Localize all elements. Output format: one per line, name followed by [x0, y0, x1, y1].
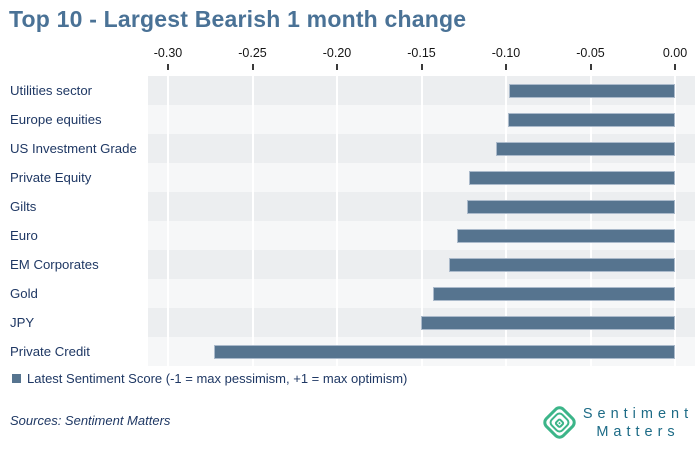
category-label: Gilts [10, 199, 37, 214]
x-axis-tick-mark [420, 64, 423, 70]
sources-note: Sources: Sentiment Matters [10, 413, 171, 428]
category-label: Gold [10, 286, 38, 301]
x-axis-tick-label: -0.10 [491, 46, 521, 60]
gridline [589, 76, 592, 366]
sentiment-bar [469, 170, 675, 185]
legend: Latest Sentiment Score (-1 = max pessimi… [12, 370, 407, 386]
x-axis-tick-mark [167, 64, 169, 70]
sentiment-bar [509, 83, 675, 98]
plot-area [148, 76, 695, 366]
logo-text: Sentiment Matters [580, 405, 696, 441]
x-axis-tick-mark [336, 64, 338, 70]
logo-text-line1: Sentiment [582, 406, 694, 422]
gridline [251, 76, 254, 366]
sentiment-bar [467, 199, 675, 214]
category-label: Private Credit [10, 344, 90, 359]
x-axis-tick-label: -0.15 [407, 46, 436, 60]
gridline [167, 76, 169, 366]
category-label: Utilities sector [10, 83, 93, 98]
category-label: US Investment Grade [10, 141, 137, 156]
sentiment-bar [449, 257, 675, 272]
gridline [336, 76, 338, 366]
x-axis-tick-mark [505, 64, 507, 70]
sentiment-bar [421, 315, 675, 330]
logo-diamond-icon [540, 403, 579, 442]
sentiment-bar [457, 228, 675, 243]
x-axis-tick-label: 0.00 [662, 46, 688, 60]
x-axis-tick-mark [589, 64, 592, 70]
x-axis-tick-label: -0.05 [576, 46, 605, 60]
gridline [505, 76, 507, 366]
x-axis-tick-label: -0.25 [238, 46, 267, 60]
category-label: Europe equities [10, 112, 102, 127]
sentiment-bar [214, 344, 675, 359]
logo-text-line2: Matters [596, 424, 680, 440]
sentiment-bar [508, 112, 675, 127]
legend-marker-square [12, 373, 21, 383]
x-axis-tick-label: -0.30 [153, 46, 183, 60]
sentiment-bar [433, 286, 675, 301]
gridline [674, 76, 676, 366]
sentiment-bar [496, 141, 675, 156]
category-label: Euro [10, 228, 38, 243]
legend-label: Latest Sentiment Score (-1 = max pessimi… [27, 370, 408, 386]
category-label: JPY [10, 315, 35, 330]
category-label: Private Equity [10, 170, 92, 185]
gridline [420, 76, 423, 366]
x-axis-tick-label: -0.20 [322, 46, 352, 60]
sentiment-matters-logo: Sentiment Matters [536, 400, 696, 446]
category-label: EM Corporates [10, 257, 99, 272]
x-axis-tick-mark [674, 64, 676, 70]
x-axis-tick-mark [251, 64, 254, 70]
chart-title: Top 10 - Largest Bearish 1 month change [9, 6, 467, 32]
